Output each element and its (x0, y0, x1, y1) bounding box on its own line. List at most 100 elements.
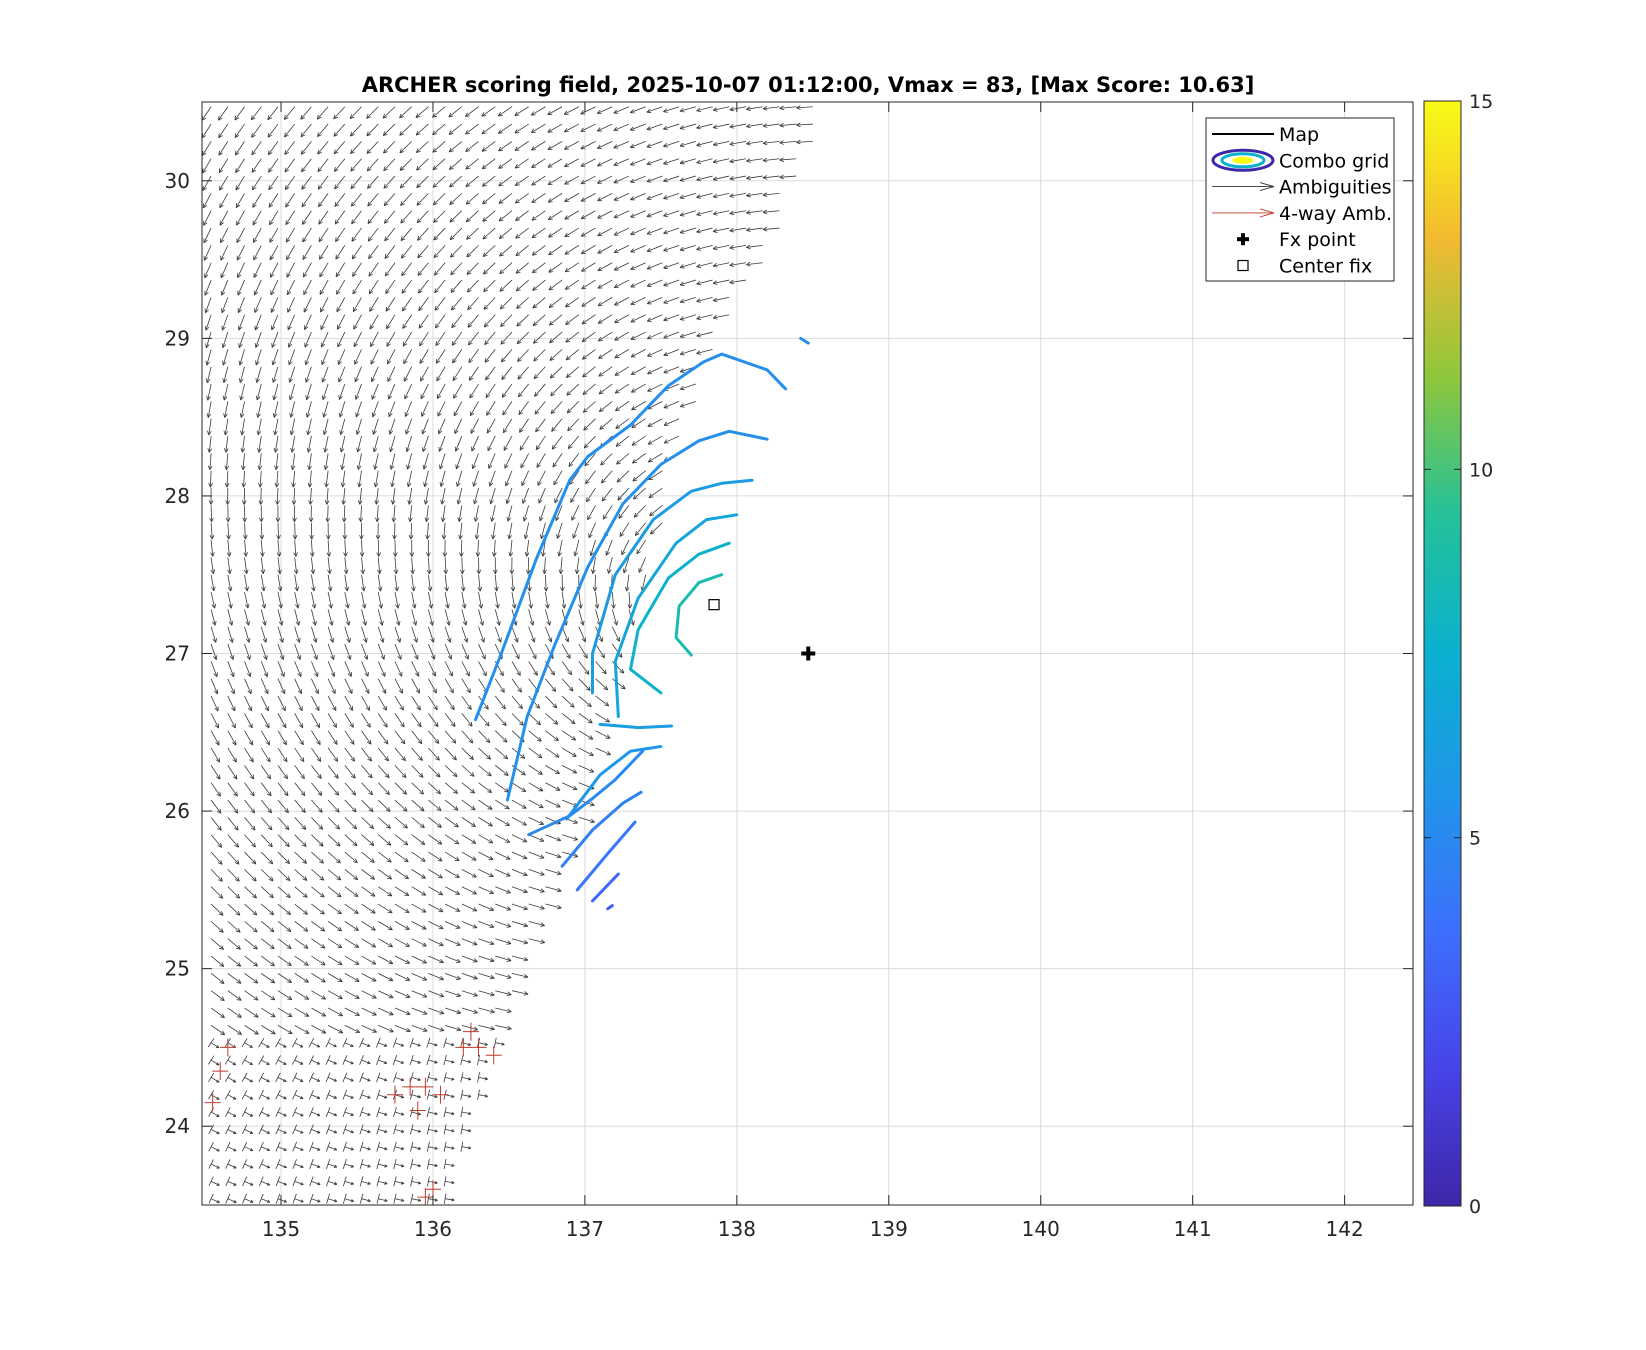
vector-head (438, 772, 441, 778)
vector-shaft (361, 1094, 371, 1099)
vector-head (364, 603, 367, 609)
vector-head (330, 656, 335, 660)
vector-head (503, 757, 508, 760)
vector-head (252, 913, 257, 916)
ambiguity-vector (393, 1124, 405, 1135)
ambiguity-vector (561, 765, 578, 774)
ambiguity-vector (528, 920, 545, 927)
vector-shaft (411, 886, 426, 896)
vector-head (418, 1198, 422, 1201)
vector-shaft (277, 834, 290, 847)
vector-head (244, 604, 249, 609)
vector-shaft (210, 1007, 225, 1018)
vector-head (370, 756, 372, 762)
ambiguity-vector (244, 574, 249, 592)
vector-head (591, 569, 594, 574)
ambiguity-vector (495, 1007, 512, 1014)
vector-head (547, 638, 552, 643)
vector-shaft (394, 903, 410, 913)
vector-shaft (377, 834, 392, 846)
ambiguity-vector (428, 609, 434, 626)
vector-head (351, 1112, 354, 1116)
vector-ambiguity (225, 1159, 231, 1169)
ambiguity-vector (294, 661, 302, 677)
ambiguity-vector (495, 834, 511, 843)
vector-shaft (394, 782, 407, 795)
vector-ambiguity (292, 1159, 297, 1169)
vector-head (267, 1096, 270, 1100)
vector-shaft (378, 1146, 388, 1150)
vector-head (389, 925, 393, 931)
vector-head (253, 791, 255, 797)
vector-head (300, 1061, 304, 1065)
vector-head (232, 638, 234, 643)
vector-head (403, 826, 408, 829)
vector-shaft (394, 1128, 404, 1133)
vector-head (221, 996, 225, 1001)
vector-head (420, 722, 422, 727)
ambiguity-vector (261, 921, 275, 933)
vector-shaft (260, 869, 274, 882)
vector-head (463, 586, 466, 592)
vector-shaft (210, 574, 215, 592)
ambiguity-vector (344, 817, 357, 830)
vector-head (243, 569, 248, 574)
ambiguity-vector (292, 1176, 304, 1187)
vector-head (518, 706, 523, 710)
ambiguity-vector (528, 765, 543, 775)
vector-shaft (210, 609, 216, 626)
vector-head (486, 757, 491, 760)
vector-shaft (394, 522, 396, 540)
vector-head (339, 977, 343, 982)
vector-head (539, 737, 542, 742)
vector-head (517, 689, 522, 693)
vector-shaft (244, 782, 255, 797)
vector-head (348, 620, 351, 626)
vector-head (236, 947, 241, 950)
vector-head (372, 926, 376, 931)
vector-head (284, 810, 289, 814)
ambiguity-vector (441, 522, 447, 540)
ambiguity-vector (578, 747, 594, 757)
vector-shaft (611, 626, 620, 642)
ambiguity-vector (277, 869, 291, 882)
vector-head (286, 947, 292, 949)
vector-shaft (227, 869, 240, 882)
vector-head (314, 690, 319, 694)
ambiguity-vector (260, 626, 268, 643)
vector-head (367, 1181, 371, 1185)
vector-head (263, 656, 267, 660)
ambiguity-vector (561, 695, 575, 708)
ambiguity-vector (309, 540, 315, 557)
vector-head (579, 621, 584, 626)
vector-head (524, 888, 528, 893)
ambiguity-vector (523, 522, 530, 540)
vector-head (604, 704, 609, 707)
vector-head (406, 1010, 411, 1015)
vector-head (418, 1060, 421, 1064)
vector-head (506, 804, 510, 810)
vector-shaft (227, 955, 241, 967)
ambiguity-vector (394, 713, 405, 728)
vector-head (232, 742, 237, 746)
vector-head (532, 620, 535, 626)
vector-head (474, 534, 477, 540)
vector-shaft (555, 505, 563, 521)
vector-head (451, 1042, 455, 1046)
vector-shaft (277, 1129, 287, 1134)
vector-head (247, 707, 252, 712)
ambiguity-vector (528, 886, 545, 893)
vector-shaft (344, 540, 347, 557)
vector-head (468, 1077, 472, 1080)
vector-head (484, 723, 490, 727)
ambiguity-vector (310, 557, 316, 574)
vector-ambiguity (308, 1089, 314, 1100)
vector-shaft (478, 730, 491, 743)
vector-head (322, 978, 326, 983)
vector-head (300, 1044, 304, 1048)
ambiguity-vector (241, 1107, 254, 1117)
vector-head (416, 637, 418, 643)
vector-shaft (210, 591, 216, 609)
vector-shaft (210, 1077, 220, 1083)
vector-shaft (311, 1059, 320, 1065)
